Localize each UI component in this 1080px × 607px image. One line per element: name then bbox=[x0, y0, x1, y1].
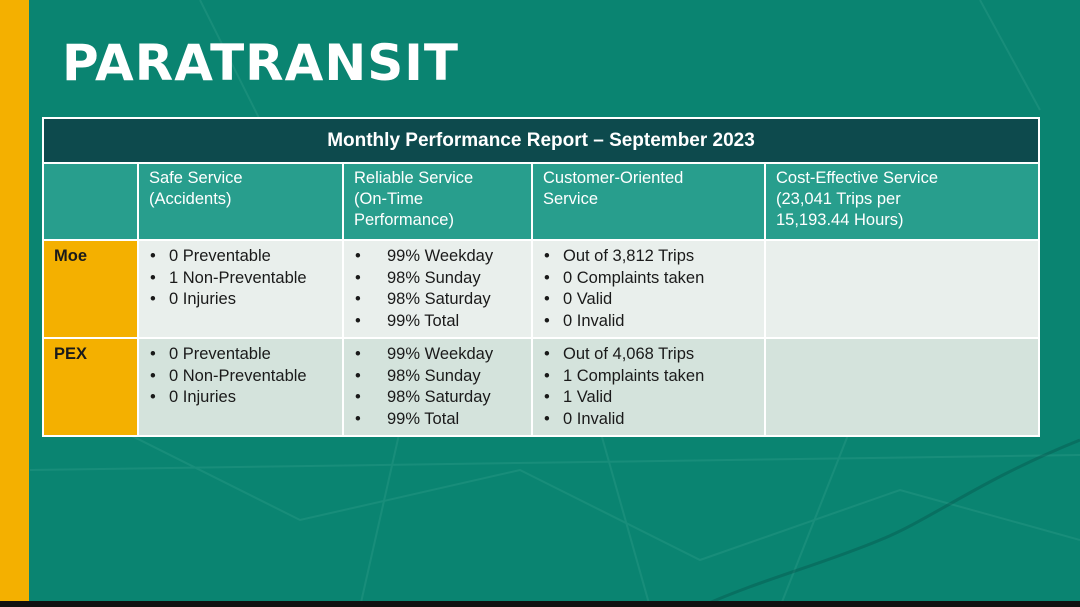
column-header-reliable-text: Reliable Service (On-Time Performance) bbox=[354, 169, 474, 229]
list-item: 0 Valid bbox=[541, 289, 756, 311]
list-item: 98% Saturday bbox=[352, 289, 523, 311]
column-header-cost-text: Cost-Effective Service (23,041 Trips per… bbox=[776, 169, 939, 229]
bottom-bar bbox=[0, 601, 1080, 607]
list-item: 99% Total bbox=[352, 311, 523, 333]
pex-reliable-cell: 99% Weekday 98% Sunday 98% Saturday 99% … bbox=[342, 337, 533, 437]
list-item: 98% Saturday bbox=[352, 387, 523, 409]
column-header-empty bbox=[42, 162, 139, 241]
list-item: 99% Total bbox=[352, 409, 523, 431]
column-header-reliable: Reliable Service (On-Time Performance) bbox=[342, 162, 533, 241]
list-item: 99% Weekday bbox=[352, 344, 523, 366]
list-item: Out of 3,812 Trips bbox=[541, 246, 756, 268]
performance-report-table: Monthly Performance Report – September 2… bbox=[41, 117, 1041, 437]
row-label-pex: PEX bbox=[42, 337, 139, 437]
column-header-row: Safe Service (Accidents) Reliable Servic… bbox=[42, 162, 1041, 241]
pex-safe-cell: 0 Preventable 0 Non-Preventable 0 Injuri… bbox=[137, 337, 344, 437]
column-header-customer: Customer-Oriented Service bbox=[531, 162, 766, 241]
moe-customer-cell: Out of 3,812 Trips 0 Complaints taken 0 … bbox=[531, 239, 766, 339]
column-header-safe-text: Safe Service (Accidents) bbox=[149, 169, 243, 208]
column-header-customer-text: Customer-Oriented Service bbox=[543, 169, 684, 208]
table-title: Monthly Performance Report – September 2… bbox=[41, 117, 1041, 164]
list-item: 0 Invalid bbox=[541, 409, 756, 431]
list-item: 0 Injuries bbox=[147, 387, 334, 409]
row-label-moe: Moe bbox=[42, 239, 139, 339]
list-item: 99% Weekday bbox=[352, 246, 523, 268]
list-item: 0 Preventable bbox=[147, 344, 334, 366]
table-row-moe: Moe 0 Preventable 1 Non-Preventable 0 In… bbox=[42, 239, 1041, 339]
moe-safe-cell: 0 Preventable 1 Non-Preventable 0 Injuri… bbox=[137, 239, 344, 339]
moe-cost-cell bbox=[763, 239, 1041, 339]
moe-reliable-cell: 99% Weekday 98% Sunday 98% Saturday 99% … bbox=[342, 239, 533, 339]
list-item: 0 Invalid bbox=[541, 311, 756, 333]
column-header-cost: Cost-Effective Service (23,041 Trips per… bbox=[763, 162, 1041, 241]
slide-title: PARATRANSIT bbox=[62, 34, 459, 92]
list-item: 0 Non-Preventable bbox=[147, 366, 334, 388]
column-header-safe: Safe Service (Accidents) bbox=[137, 162, 344, 241]
list-item: 1 Valid bbox=[541, 387, 756, 409]
list-item: 98% Sunday bbox=[352, 366, 523, 388]
list-item: 0 Preventable bbox=[147, 246, 334, 268]
list-item: 0 Complaints taken bbox=[541, 268, 756, 290]
list-item: Out of 4,068 Trips bbox=[541, 344, 756, 366]
pex-customer-cell: Out of 4,068 Trips 1 Complaints taken 1 … bbox=[531, 337, 766, 437]
list-item: 0 Injuries bbox=[147, 289, 334, 311]
list-item: 98% Sunday bbox=[352, 268, 523, 290]
table-row-pex: PEX 0 Preventable 0 Non-Preventable 0 In… bbox=[42, 337, 1041, 437]
pex-cost-cell bbox=[763, 337, 1041, 437]
accent-side-bar bbox=[0, 0, 29, 607]
list-item: 1 Complaints taken bbox=[541, 366, 756, 388]
table-title-row: Monthly Performance Report – September 2… bbox=[41, 117, 1041, 164]
list-item: 1 Non-Preventable bbox=[147, 268, 334, 290]
